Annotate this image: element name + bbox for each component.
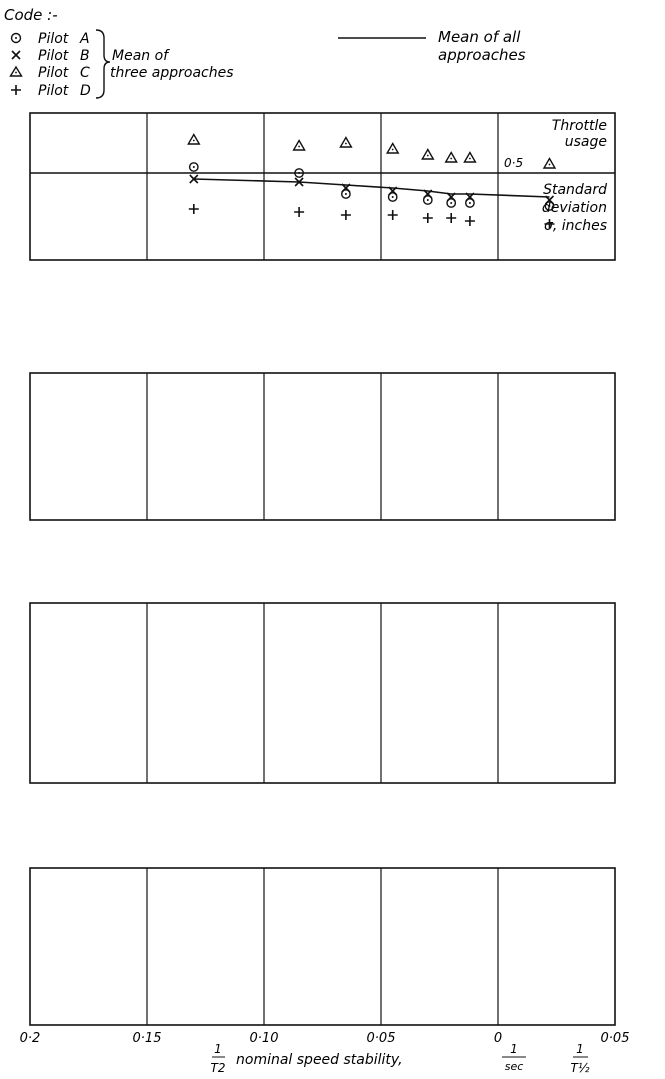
plus-icon [11, 85, 21, 95]
legend-mean-three-line2: three approaches [110, 65, 234, 81]
x-label-sec-den: sec [505, 1060, 524, 1073]
panel-title: Throttle usage [552, 118, 607, 150]
plus-marker [340, 210, 351, 220]
legend: Code :- Pilot A Pilot B Pilot C Pilot D … [4, 6, 526, 99]
legend-pilot-name: Pilot [38, 83, 69, 99]
legend-code-label: Code :- [4, 6, 58, 24]
throttle-panel: Throttle usage 0·5 Standard deviation σ, inch… [29, 112, 616, 261]
triangle-marker [542, 157, 557, 169]
panel-ylabel: Standard deviation σ, inches [542, 182, 607, 234]
x-label-thalf-num: 1 [576, 1042, 584, 1056]
circle-marker [294, 168, 304, 178]
triangle-marker [339, 136, 353, 148]
panel-ylabel-part: Standard [543, 182, 607, 198]
x-tick-label: 0·2 [20, 1031, 41, 1046]
triangle-icon [9, 65, 23, 77]
legend-row-a: Pilot A [10, 31, 90, 47]
x-label-thalf-den: T½ [571, 1061, 590, 1075]
plus-marker [464, 216, 475, 226]
legend-mean-all-line1: Mean of all [438, 28, 521, 46]
x-axis-label: 1 T2 nominal speed stability, 1 sec 1 T½ [211, 1042, 590, 1075]
legend-row-b: Pilot B [11, 48, 90, 64]
circle-marker [465, 198, 475, 208]
x-tick-label: 0·05 [367, 1031, 396, 1046]
legend-pilot-letter: B [80, 48, 90, 64]
panel-frame [29, 372, 616, 521]
legend-pilot-name: Pilot [38, 65, 69, 81]
panel-frame [29, 867, 616, 1026]
series-pilot-d [188, 204, 555, 229]
triangle-marker [292, 139, 306, 151]
panel-ylabel-part: σ, inches [544, 218, 607, 234]
x-tick-label: 0·15 [133, 1031, 162, 1046]
circle-marker [422, 195, 433, 205]
plus-marker [188, 204, 199, 214]
circle-icon [10, 32, 22, 44]
legend-pilot-letter: A [79, 31, 90, 47]
speed-panel [29, 602, 616, 784]
panel-ylabel-part: deviation [542, 200, 607, 216]
x-label-t2-den: T2 [211, 1061, 226, 1075]
legend-brace [95, 29, 111, 99]
series-pilot-c [187, 133, 557, 169]
plus-marker [544, 219, 555, 229]
panel-title-part: Throttle [552, 118, 607, 134]
mean-line [193, 178, 550, 198]
circle-marker [446, 198, 457, 208]
panel-title-part: usage [565, 134, 607, 150]
triangle-marker [385, 142, 400, 154]
circle-marker [387, 192, 398, 202]
plus-marker [294, 207, 305, 217]
triangle-marker [463, 151, 477, 163]
elevator-panel [29, 372, 616, 521]
circle-marker [340, 189, 351, 199]
panel-frame [29, 112, 616, 261]
plus-marker [422, 213, 433, 223]
x-tick-label: 0·05 [601, 1031, 630, 1046]
series-pilot-b [189, 174, 555, 205]
plus-marker [446, 213, 457, 223]
x-tick-label: 0·10 [250, 1031, 279, 1046]
legend-pilot-letter: D [80, 83, 91, 99]
legend-pilot-letter: C [80, 65, 90, 81]
legend-mean-all-line2: approaches [438, 46, 526, 64]
circle-marker [544, 201, 555, 211]
cross-icon [11, 50, 21, 60]
triangle-marker [421, 148, 435, 160]
panel-frame [29, 602, 616, 784]
legend-pilot-name: Pilot [38, 48, 69, 64]
legend-row-d: Pilot D [11, 83, 91, 99]
x-label-text: nominal speed stability, [236, 1052, 403, 1068]
circle-marker [188, 162, 199, 172]
legend-pilot-name: Pilot [38, 31, 69, 47]
plus-marker [387, 210, 398, 220]
x-label-t2-num: 1 [214, 1042, 222, 1056]
triangle-marker [187, 133, 201, 145]
x-label-sec-num: 1 [510, 1042, 518, 1056]
x-tick-label: 0 [494, 1031, 502, 1046]
reference-label: 0·5 [504, 156, 523, 170]
legend-mean-three-line1: Mean of [112, 48, 170, 64]
glide-panel [29, 867, 616, 1026]
triangle-marker [444, 151, 458, 163]
legend-row-c: Pilot C [9, 65, 90, 81]
x-axis: 0·2 0·15 0·10 0·05 0 0·05 [20, 1031, 630, 1046]
series-pilot-a [188, 162, 555, 211]
